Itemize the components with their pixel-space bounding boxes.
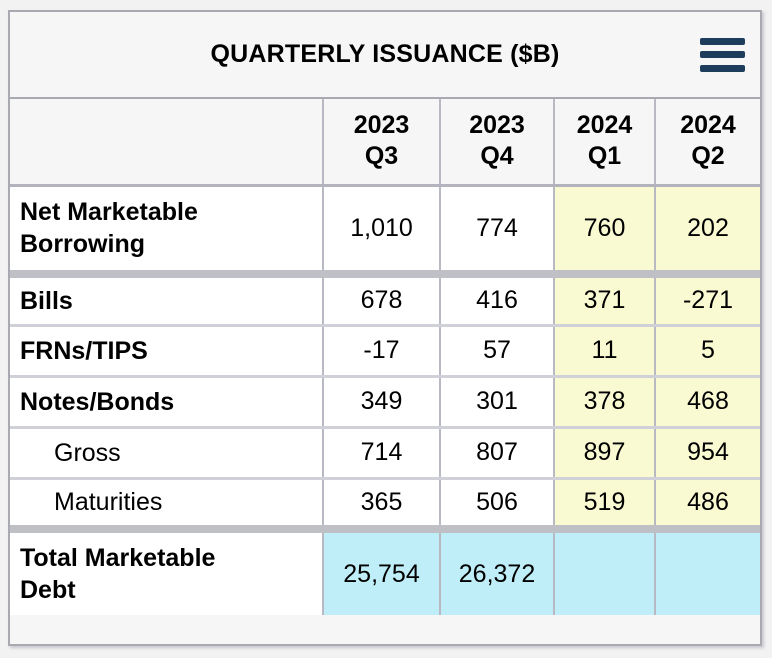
row-label: Total Marketable Debt — [10, 525, 323, 615]
cell-value: 57 — [439, 323, 554, 376]
header-year: 2024 — [576, 111, 633, 139]
header-quarter: Q3 — [364, 142, 399, 171]
row-label: FRNs/TIPS — [10, 323, 323, 376]
column-header-2023-q3: 2023 Q3 — [322, 99, 440, 187]
table-title: QUARTERLY ISSUANCE ($B) — [210, 40, 560, 68]
row-label: Bills — [10, 270, 323, 325]
cell-value: -17 — [322, 323, 440, 376]
header-quarter: Q4 — [480, 142, 514, 171]
cell-value: 1,010 — [322, 185, 440, 274]
cell-value: 714 — [322, 425, 440, 478]
row-label: Maturities — [10, 476, 323, 529]
header-year: 2024 — [680, 111, 736, 139]
cell-value: 506 — [439, 476, 554, 529]
cell-value: 349 — [322, 374, 440, 427]
row-bills: Bills 678 416 371 -271 — [10, 270, 760, 325]
quarterly-issuance-table: 2023 Q3 2023 Q4 2024 Q1 2024 Q2 Net — [10, 99, 760, 615]
cell-value: 25,754 — [322, 525, 440, 615]
row-maturities: Maturities 365 506 519 486 — [10, 476, 760, 529]
cell-value: 416 — [439, 270, 554, 325]
cell-value — [553, 525, 655, 615]
header-row: 2023 Q3 2023 Q4 2024 Q1 2024 Q2 — [10, 99, 760, 187]
menu-bar — [700, 51, 745, 58]
menu-bar — [700, 37, 745, 45]
cell-value: 371 — [553, 270, 655, 325]
cell-value: 378 — [553, 374, 655, 427]
cell-value: 519 — [553, 476, 655, 529]
row-label: Gross — [10, 425, 323, 478]
cell-value: 26,372 — [439, 525, 554, 615]
row-gross: Gross 714 807 897 954 — [10, 425, 760, 478]
header-empty-cell — [10, 99, 323, 187]
header-year: 2023 — [353, 111, 410, 139]
cell-value: 365 — [322, 476, 440, 529]
cell-value: 468 — [654, 374, 760, 427]
hamburger-menu-icon[interactable] — [700, 37, 745, 72]
header-quarter: Q2 — [691, 142, 725, 171]
column-header-2024-q1: 2024 Q1 — [553, 99, 655, 187]
header-year: 2023 — [469, 111, 525, 139]
cell-value: 678 — [322, 270, 440, 325]
cell-value: 11 — [553, 323, 655, 376]
column-header-2023-q4: 2023 Q4 — [439, 99, 554, 187]
column-header-2024-q2: 2024 Q2 — [654, 99, 760, 187]
row-total-marketable-debt: Total Marketable Debt 25,754 26,372 — [10, 525, 760, 615]
cell-value: 486 — [654, 476, 760, 529]
cell-value: 301 — [439, 374, 554, 427]
cell-value — [654, 525, 760, 615]
cell-value: 5 — [654, 323, 760, 376]
cell-value: -271 — [654, 270, 760, 325]
cell-value: 202 — [654, 185, 760, 274]
row-net-marketable-borrowing: Net Marketable Borrowing 1,010 774 760 2… — [10, 185, 760, 274]
header-quarter: Q1 — [587, 142, 622, 171]
cell-value: 760 — [553, 185, 655, 274]
row-notes-bonds: Notes/Bonds 349 301 378 468 — [10, 374, 760, 427]
quarterly-issuance-card: QUARTERLY ISSUANCE ($B) 2023 Q3 2023 — [8, 10, 762, 646]
cell-value: 897 — [553, 425, 655, 478]
row-frns-tips: FRNs/TIPS -17 57 11 5 — [10, 323, 760, 376]
row-label: Notes/Bonds — [10, 374, 323, 427]
cell-value: 807 — [439, 425, 554, 478]
row-label: Net Marketable Borrowing — [10, 185, 323, 274]
cell-value: 774 — [439, 185, 554, 274]
menu-bar — [700, 64, 745, 72]
cell-value: 954 — [654, 425, 760, 478]
title-bar: QUARTERLY ISSUANCE ($B) — [10, 12, 760, 99]
